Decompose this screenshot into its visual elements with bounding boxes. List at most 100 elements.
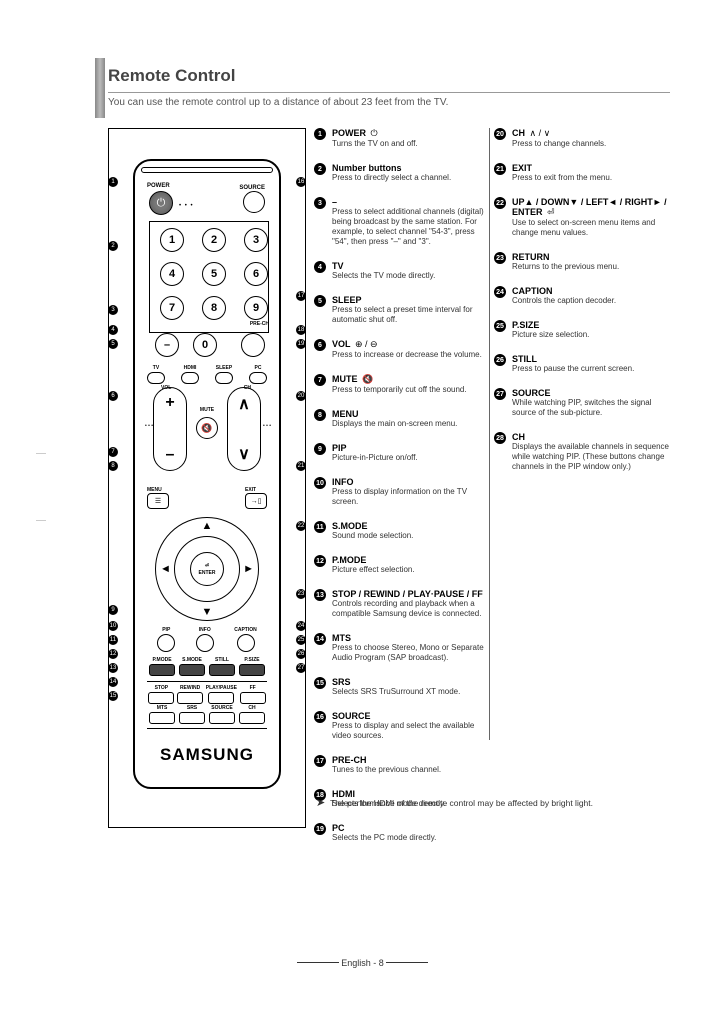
page-number: English - 8 [341,958,384,968]
power-button[interactable]: ⏻ [149,191,173,215]
menu-button[interactable]: ☰ [147,493,169,509]
callout-number: 25 [494,320,506,332]
enter-button[interactable]: ⏎ENTER [190,552,224,586]
callout-label: MTS [332,633,486,643]
callout-desc: Sound mode selection. [332,531,486,541]
callout-marker: 5 [108,339,118,349]
callout-marker: 17 [296,291,306,301]
num-5-button[interactable]: 5 [202,262,226,286]
callout-desc: Press to display and select the availabl… [332,721,486,741]
callout-number: 24 [494,286,506,298]
callout-number: 1 [314,128,326,140]
ff-button[interactable] [240,692,266,704]
callout-number: 26 [494,354,506,366]
callout-desc: Picture size selection. [512,330,670,340]
info-button[interactable] [196,634,214,652]
channel-rocker[interactable]: ∧∨ [227,387,261,471]
callout-item: 3–Press to select additional channels (d… [314,197,486,247]
callout-marker: 3 [108,305,118,315]
callout-desc: Press to increase or decrease the volume… [332,350,486,360]
note-arrow-icon: ➤ [316,796,330,811]
callout-item: 15SRSSelects SRS TruSurround XT mode. [314,677,486,697]
num-2-button[interactable]: 2 [202,228,226,252]
hdmi-button[interactable] [181,372,199,384]
tv-button[interactable] [147,372,165,384]
mute-button[interactable]: 🔇 [196,417,218,439]
play-pause-button[interactable] [208,692,234,704]
source-button[interactable] [243,191,265,213]
num-4-button[interactable]: 4 [160,262,184,286]
callout-number: 2 [314,163,326,175]
callout-item: 10INFOPress to display information on th… [314,477,486,507]
section-tab [95,58,105,118]
callout-marker: 27 [296,663,306,673]
callout-marker: 22 [296,521,306,531]
callout-label: MUTE 🔇 [332,374,486,385]
callout-number: 4 [314,261,326,273]
callout-number: 5 [314,295,326,307]
num-3-button[interactable]: 3 [244,228,268,252]
stop-button[interactable] [148,692,174,704]
brand-logo: SAMSUNG [135,745,279,765]
callout-desc: Tunes to the previous channel. [332,765,486,775]
num-7-button[interactable]: 7 [160,296,184,320]
callout-marker: 1 [108,177,118,187]
caption-button[interactable] [237,634,255,652]
psize-button[interactable] [239,664,265,676]
num-1-button[interactable]: 1 [160,228,184,252]
sleep-button[interactable] [215,372,233,384]
exit-button[interactable]: →▯ [245,493,267,509]
remote-body: POWER SOURCE ⏻ • • • 1 2 3 4 5 6 7 8 9 –… [133,159,281,789]
callout-number: 10 [314,477,326,489]
callout-item: 23RETURNReturns to the previous menu. [494,252,670,272]
num-9-button[interactable]: 9 [244,296,268,320]
smode-button[interactable] [179,664,205,676]
power-label: POWER [147,183,170,189]
callout-number: 14 [314,633,326,645]
callout-desc: Press to directly select a channel. [332,173,486,183]
still-button[interactable] [209,664,235,676]
dash-button[interactable]: – [155,333,179,357]
page-footer: English - 8 [0,958,725,968]
pip-button[interactable] [157,634,175,652]
callout-marker: 21 [296,461,306,471]
callout-desc: Selects SRS TruSurround XT mode. [332,687,486,697]
callout-label: P.SIZE [512,320,670,330]
mts-button[interactable] [149,712,175,724]
volume-rocker[interactable]: +– [153,387,187,471]
pc-button[interactable] [249,372,267,384]
num-6-button[interactable]: 6 [244,262,268,286]
callout-label: SOURCE [332,711,486,721]
dpad[interactable]: ▲ ▼ ◄ ► ⏎ENTER [155,517,259,621]
callout-desc: Press to temporarily cut off the sound. [332,385,486,395]
callout-desc: Press to select a preset time interval f… [332,305,486,325]
pip-source-button[interactable] [209,712,235,724]
up-arrow-icon: ▲ [202,520,213,532]
callout-item: 24CAPTIONControls the caption decoder. [494,286,670,306]
callout-item: 17PRE-CHTunes to the previous channel. [314,755,486,775]
prech-button[interactable] [241,333,265,357]
footnote-text: The performance of the remote control ma… [330,798,593,808]
ir-dots: • • • [179,203,194,209]
callout-label: PIP [332,443,486,453]
rewind-button[interactable] [177,692,203,704]
callout-number: 8 [314,409,326,421]
callout-marker: 7 [108,447,118,457]
num-8-button[interactable]: 8 [202,296,226,320]
callout-label: TV [332,261,486,271]
callout-desc: Picture-in-Picture on/off. [332,453,486,463]
callout-marker: 15 [108,691,118,701]
pip-ch-button[interactable] [239,712,265,724]
srs-button[interactable] [179,712,205,724]
callout-marker: 8 [108,461,118,471]
callout-number: 22 [494,197,506,209]
callout-marker: 24 [296,621,306,631]
num-0-button[interactable]: 0 [193,333,217,357]
callout-item: 21EXITPress to exit from the menu. [494,163,670,183]
number-pad: 1 2 3 4 5 6 7 8 9 [149,221,269,333]
callout-marker: 19 [296,339,306,349]
callout-item: 1POWER ⏻Turns the TV on and off. [314,128,486,149]
callout-label: RETURN [512,252,670,262]
callout-marker: 26 [296,649,306,659]
pmode-button[interactable] [149,664,175,676]
